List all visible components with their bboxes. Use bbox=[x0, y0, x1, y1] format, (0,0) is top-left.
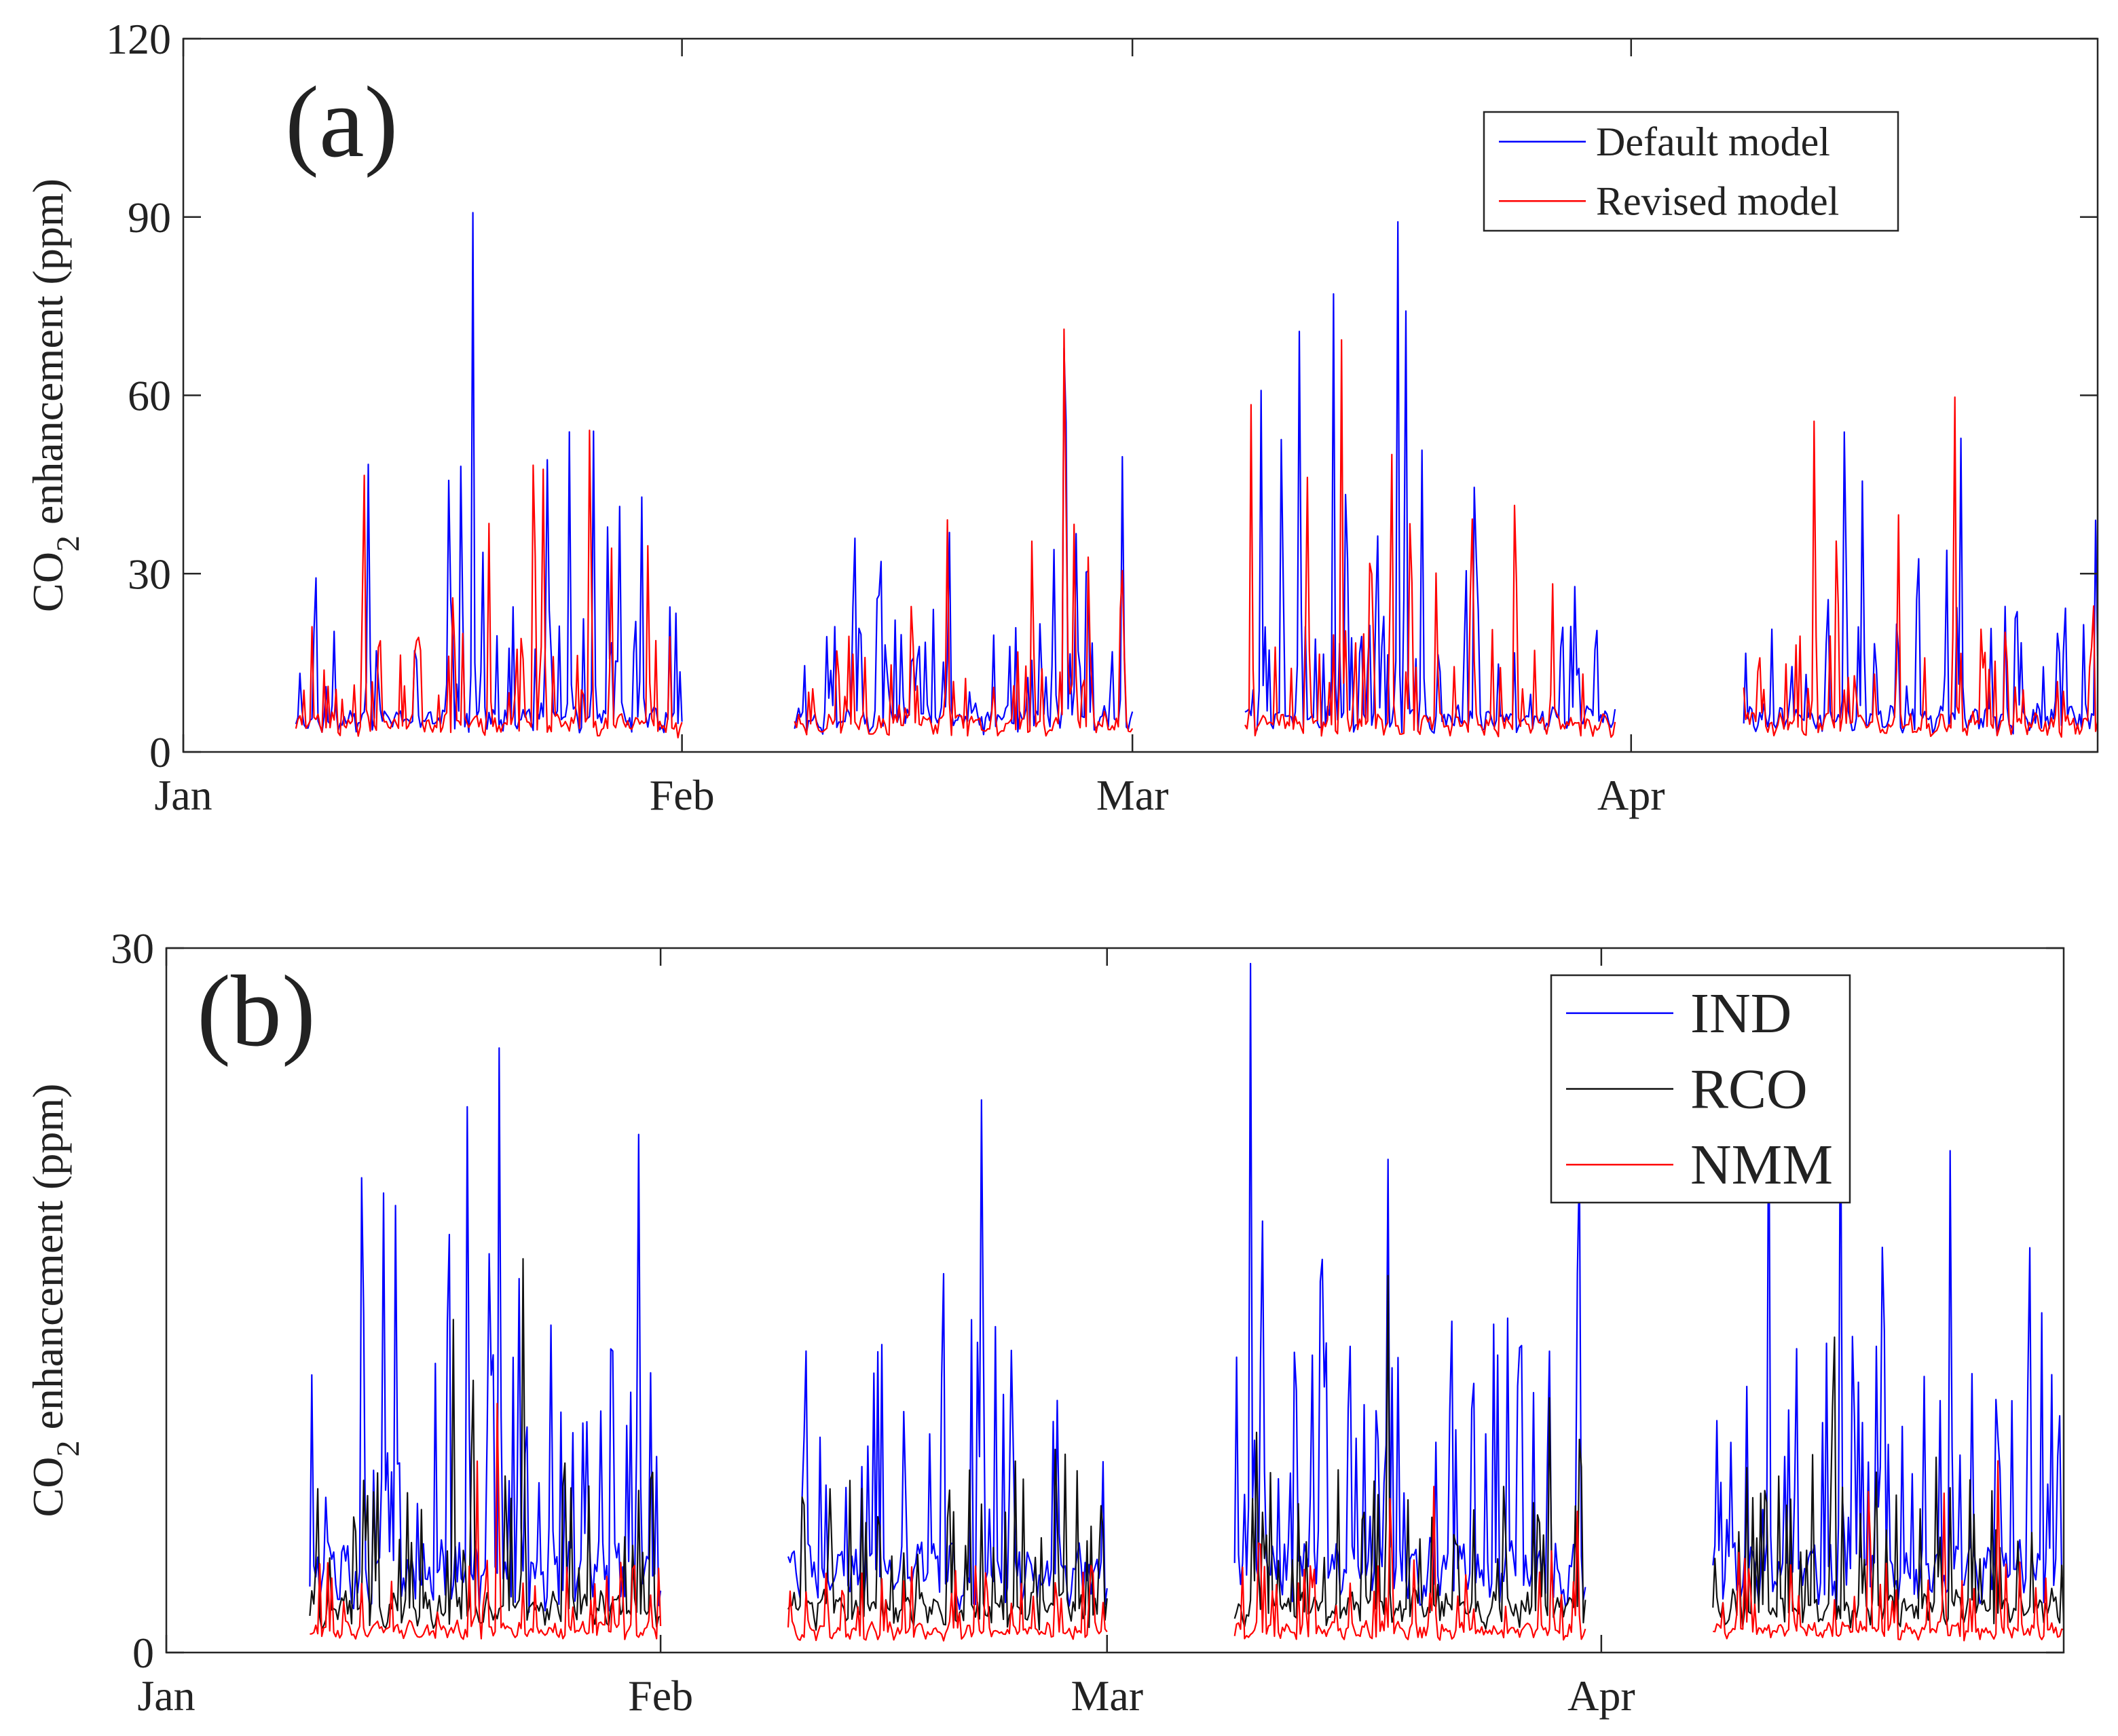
y-tick-label: 30 bbox=[111, 924, 154, 973]
legend: Default model Revised model bbox=[1483, 111, 1899, 232]
series-line-ind bbox=[309, 962, 2064, 1613]
x-tick-label: Feb bbox=[650, 771, 715, 819]
legend-label: IND bbox=[1690, 982, 1791, 1045]
y-axis-label: CO2 enhancement (ppm) bbox=[24, 178, 86, 612]
panel-b: 0 30 Jan Feb Mar Apr CO2 enhancement (ppm) (b) I… bbox=[24, 924, 2065, 1720]
panel-a: 0 30 60 90 120 Jan Feb Mar Apr CO2 enhancement (p… bbox=[24, 15, 2099, 819]
y-tick-label: 90 bbox=[128, 193, 171, 242]
legend-label: NMM bbox=[1690, 1133, 1833, 1196]
series-line-revised-model bbox=[295, 328, 2098, 739]
y-tick-label: 0 bbox=[132, 1629, 154, 1677]
x-tick-label: Jan bbox=[154, 771, 212, 819]
x-tick-label: Jan bbox=[137, 1672, 195, 1720]
legend-label: Default model bbox=[1596, 119, 1830, 164]
y-axis-label: CO2 enhancement (ppm) bbox=[24, 1084, 86, 1517]
x-tick-label: Feb bbox=[628, 1672, 693, 1720]
x-tick-label: Mar bbox=[1071, 1672, 1143, 1720]
legend-box bbox=[1483, 111, 1899, 232]
series-group bbox=[309, 962, 2064, 1642]
y-tick-label: 120 bbox=[106, 15, 171, 63]
x-tick-label: Apr bbox=[1597, 771, 1665, 819]
x-tick-label: Mar bbox=[1096, 771, 1169, 819]
y-tick-label: 60 bbox=[128, 372, 171, 420]
series-group bbox=[295, 212, 2098, 739]
legend-label: Revised model bbox=[1596, 178, 1839, 223]
plot-area-frame bbox=[165, 947, 2065, 1654]
x-tick-label: Apr bbox=[1567, 1672, 1635, 1720]
y-tick-label: 0 bbox=[149, 728, 171, 776]
legend: IND RCO NMM bbox=[1550, 974, 1851, 1204]
y-tick-label: 30 bbox=[128, 550, 171, 598]
series-line-nmm bbox=[310, 1403, 2064, 1642]
series-line-default-model bbox=[295, 212, 2098, 736]
chart-panels: 0 30 60 90 120 Jan Feb Mar Apr CO2 enhancement (p… bbox=[24, 15, 2099, 1720]
series-line-rco bbox=[309, 1258, 2064, 1631]
panel-label: (a) bbox=[285, 66, 398, 178]
panel-label: (b) bbox=[197, 955, 316, 1068]
legend-label: RCO bbox=[1690, 1058, 1808, 1121]
